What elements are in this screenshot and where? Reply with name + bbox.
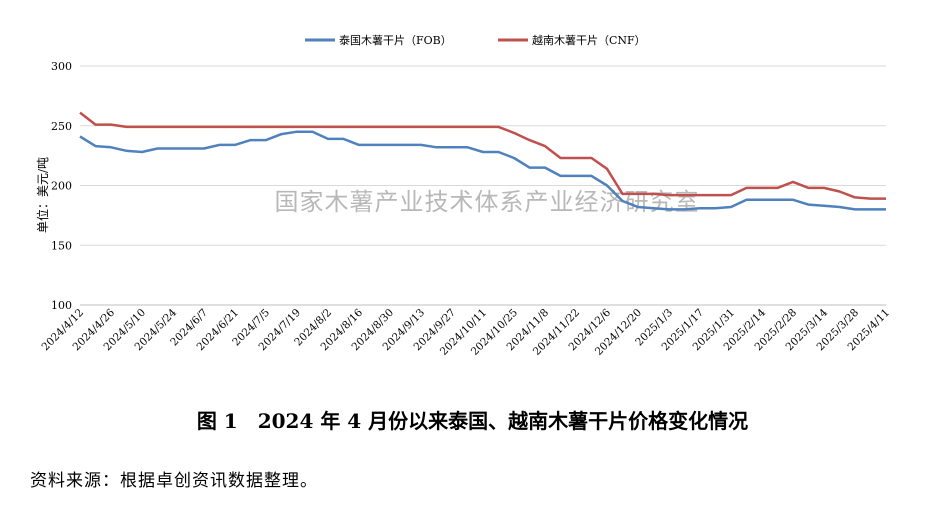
legend: 泰国木薯干片（FOB） 越南木薯干片（CNF） bbox=[305, 33, 646, 47]
y-axis-label: 单位：美元/吨 bbox=[35, 157, 50, 233]
grid-lines bbox=[80, 65, 886, 306]
chart-area: 100 150 200 250 300 2024/4/12 2024/4/26 2024/5… bbox=[35, 33, 893, 358]
series-line-1 bbox=[79, 111, 886, 200]
legend-label-1: 越南木薯干片（CNF） bbox=[532, 33, 646, 47]
x-tick-labels: 2024/4/122024/4/262024/5/102024/5/242024… bbox=[40, 306, 893, 358]
legend-label-0: 泰国木薯干片（FOB） bbox=[339, 33, 452, 47]
watermark: 国家木薯产业技术体系产业经济研究室 bbox=[275, 188, 700, 216]
series-line-0 bbox=[79, 130, 886, 211]
y-tick-label: 100 bbox=[51, 299, 72, 312]
y-tick-label: 300 bbox=[51, 60, 72, 73]
y-tick-label: 200 bbox=[51, 180, 72, 193]
y-tick-label: 150 bbox=[51, 239, 72, 252]
series-lines bbox=[79, 111, 886, 211]
figure-caption: 图 1 2024 年 4 月份以来泰国、越南木薯干片价格变化情况 bbox=[196, 409, 749, 433]
data-source-note: 资料来源：根据卓创资讯数据整理。 bbox=[30, 471, 318, 491]
price-line-chart: 100 150 200 250 300 2024/4/122024/4/262024/5… bbox=[35, 33, 893, 358]
y-tick-label: 250 bbox=[51, 120, 72, 133]
y-tick-labels: 100 150 200 250 300 bbox=[51, 60, 72, 312]
